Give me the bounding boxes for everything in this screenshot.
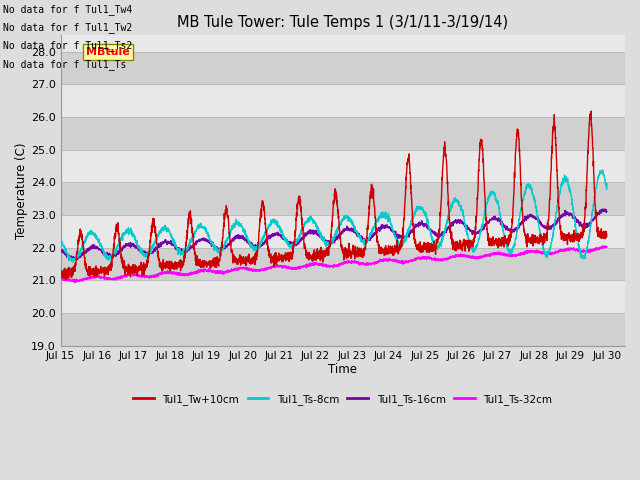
Title: MB Tule Tower: Tule Temps 1 (3/1/11-3/19/14): MB Tule Tower: Tule Temps 1 (3/1/11-3/19… (177, 15, 508, 30)
Bar (61, 248, 625, 280)
Text: No data for f Tul1_Tw2: No data for f Tul1_Tw2 (3, 22, 132, 33)
Bar (61, 117, 625, 150)
Bar (61, 215, 625, 248)
Bar (61, 84, 625, 117)
Text: No data for f Tul1_Ts: No data for f Tul1_Ts (3, 59, 127, 70)
Bar (61, 280, 625, 313)
Text: No data for f Tul1_Tw4: No data for f Tul1_Tw4 (3, 4, 132, 15)
Text: MBtule: MBtule (86, 47, 130, 57)
Legend: Tul1_Tw+10cm, Tul1_Ts-8cm, Tul1_Ts-16cm, Tul1_Ts-32cm: Tul1_Tw+10cm, Tul1_Ts-8cm, Tul1_Ts-16cm,… (129, 390, 556, 409)
Bar (61, 52, 625, 84)
Bar (61, 313, 625, 346)
X-axis label: Time: Time (328, 363, 357, 376)
Y-axis label: Temperature (C): Temperature (C) (15, 142, 28, 239)
Bar (61, 182, 625, 215)
Bar (61, 150, 625, 182)
Text: No data for f Tul1_Ts2: No data for f Tul1_Ts2 (3, 40, 132, 51)
